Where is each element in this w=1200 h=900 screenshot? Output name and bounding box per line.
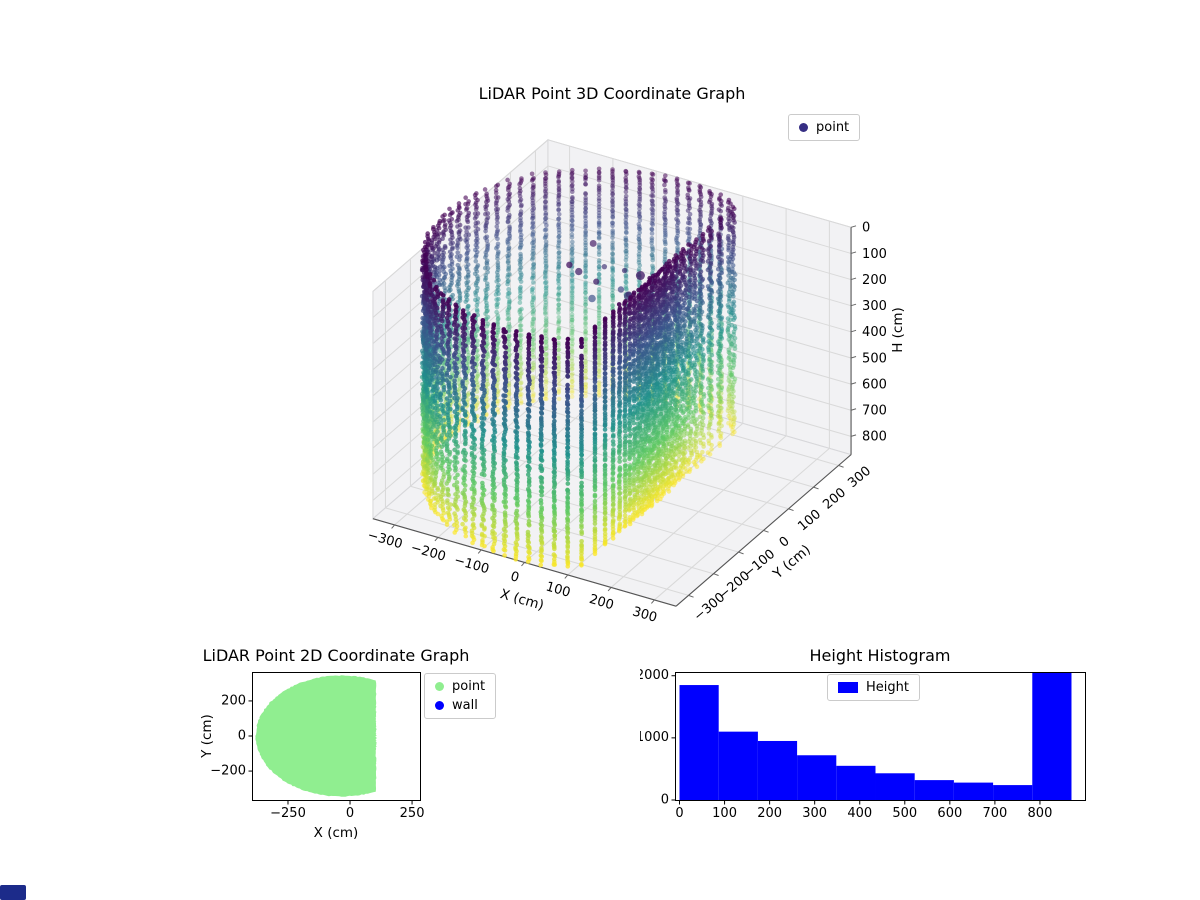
legend-entry-wall: wall — [435, 698, 485, 713]
legend-label: point — [816, 120, 850, 135]
chart3d-legend: point — [788, 114, 861, 141]
wall-marker-icon — [435, 701, 444, 710]
legend-label: wall — [452, 698, 478, 713]
chart3d-title: LiDAR Point 3D Coordinate Graph — [478, 84, 746, 103]
legend-label: point — [452, 679, 486, 694]
histogram-legend: Height — [827, 674, 920, 701]
chart2d-legend: point wall — [424, 673, 497, 719]
chart2d-xaxis-label: X (cm) — [313, 825, 359, 841]
corner-artifact — [0, 885, 26, 900]
point-marker-icon — [435, 682, 444, 691]
chart2d-canvas — [205, 645, 445, 850]
chart3d-canvas — [300, 80, 940, 680]
chart2d-yaxis-label: Y (cm) — [199, 714, 215, 758]
chart3d-zaxis-label: H (cm) — [890, 307, 906, 353]
point-marker-icon — [799, 123, 808, 132]
legend-entry-point: point — [435, 679, 485, 694]
legend-label: Height — [866, 680, 909, 695]
histogram-title: Height Histogram — [809, 646, 951, 665]
legend-entry-point: point — [799, 120, 849, 135]
height-swatch-icon — [838, 682, 858, 693]
legend-entry-height: Height — [838, 680, 909, 695]
chart2d-title: LiDAR Point 2D Coordinate Graph — [202, 646, 470, 665]
